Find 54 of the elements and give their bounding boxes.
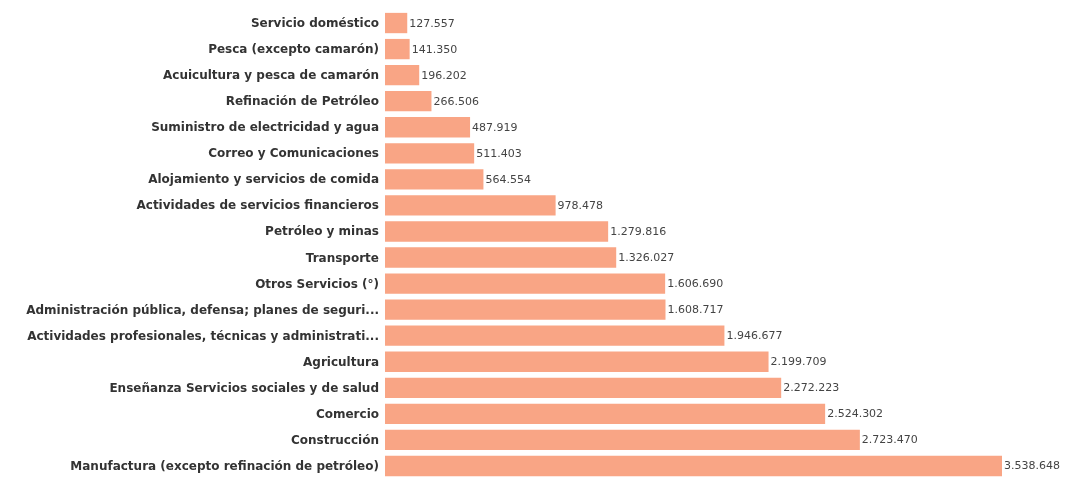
y-tick-label: Actividades de servicios financieros <box>136 198 379 213</box>
y-tick-label: Actividades profesionales, técnicas y administrati... <box>27 328 379 343</box>
y-tick-label: Administración pública, defensa; planes de seguri... <box>26 302 379 317</box>
y-tick-label: Alojamiento y servicios de comida <box>148 172 379 187</box>
bar <box>385 12 408 34</box>
data-label: 2.272.223 <box>783 381 840 395</box>
y-tick-label: Suministro de electricidad y agua <box>151 120 379 135</box>
bar <box>385 91 432 112</box>
data-label: 1.279.816 <box>610 224 667 238</box>
data-label: 1.606.690 <box>667 277 724 291</box>
y-tick-label: Comercio <box>315 406 379 421</box>
data-label: 1.326.027 <box>618 251 675 265</box>
y-tick-label: Otros Servicios (°) <box>255 276 379 291</box>
bar <box>385 195 556 216</box>
bar <box>385 429 860 451</box>
y-tick-label: Agricultura <box>303 354 379 369</box>
data-label: 511.403 <box>476 146 522 160</box>
data-label: 127.557 <box>409 16 455 30</box>
bar <box>385 38 410 60</box>
y-tick-label: Transporte <box>305 250 379 265</box>
data-label: 978.478 <box>557 198 604 212</box>
bar <box>385 455 1002 477</box>
bar <box>385 299 666 320</box>
data-label: 141.350 <box>411 42 458 56</box>
y-tick-label: Petróleo y minas <box>265 224 379 239</box>
data-label: 1.946.677 <box>726 329 783 343</box>
bar <box>385 221 609 242</box>
bar <box>385 64 420 86</box>
data-label: 266.506 <box>433 94 479 108</box>
bar <box>385 117 471 138</box>
bar <box>385 351 769 372</box>
bar <box>385 247 617 268</box>
data-label: 487.919 <box>472 120 518 134</box>
y-tick-label: Refinación de Petróleo <box>225 94 379 109</box>
data-label: 2.524.302 <box>827 407 884 421</box>
bar <box>385 169 484 190</box>
y-tick-label: Servicio doméstico <box>250 16 379 31</box>
bar <box>385 403 826 425</box>
bar <box>385 143 475 164</box>
y-tick-label: Construcción <box>290 432 379 447</box>
data-label: 196.202 <box>421 68 467 82</box>
bar <box>385 273 666 294</box>
data-label: 564.554 <box>485 172 531 186</box>
bar <box>385 325 725 346</box>
y-tick-label: Pesca (excepto camarón) <box>208 42 379 57</box>
y-tick-label: Acuicultura y pesca de camarón <box>163 68 379 83</box>
y-tick-label: Enseñanza Servicios sociales y de salud <box>109 380 379 395</box>
bar <box>385 377 782 398</box>
y-tick-label: Manufactura (excepto refinación de petróleo) <box>70 458 379 473</box>
data-label: 2.723.470 <box>861 433 918 447</box>
data-label: 1.608.717 <box>667 303 724 317</box>
y-tick-label: Correo y Comunicaciones <box>208 146 379 161</box>
data-label: 3.538.648 <box>1004 459 1060 473</box>
data-label: 2.199.709 <box>770 355 827 369</box>
